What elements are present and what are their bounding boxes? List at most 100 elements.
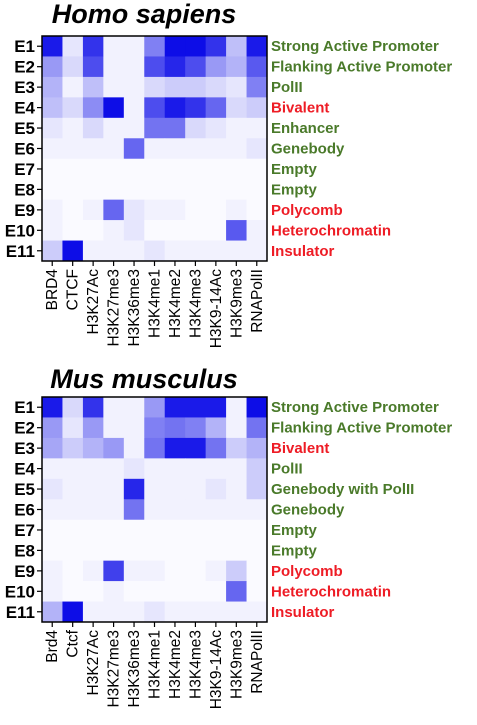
heatmap-cell [246, 117, 268, 139]
heatmap-cell [123, 601, 145, 623]
heatmap-cell [144, 458, 166, 480]
heatmap-cell [144, 540, 166, 562]
heatmap-cell [205, 478, 227, 500]
heatmap-cell [185, 437, 207, 459]
heatmap-cell [103, 581, 125, 602]
heatmap-cell [42, 36, 63, 57]
heatmap-cell [123, 540, 145, 562]
heatmap-cell [123, 581, 145, 602]
heatmap-cell [103, 458, 125, 480]
column-label: H3K9-14Ac [208, 269, 225, 349]
heatmap-cell [62, 397, 84, 418]
heatmap-cell [42, 601, 63, 623]
heatmap-cell [205, 581, 227, 602]
heatmap-cell [246, 199, 268, 221]
column-label: H3K27Ac [85, 630, 102, 696]
heatmap-cell [103, 478, 125, 500]
row-label: E9 [14, 562, 35, 581]
heatmap-cell [185, 179, 207, 201]
heatmap-cell [246, 240, 268, 262]
heatmap-cell [164, 397, 186, 418]
heatmap-cell [123, 220, 145, 241]
row-label: E10 [5, 582, 35, 601]
heatmap-cell [164, 36, 186, 57]
heatmap-cell [164, 458, 186, 480]
heatmap-cell [246, 540, 268, 562]
heatmap-cell [82, 179, 104, 201]
heatmap-cell [144, 138, 166, 160]
heatmap-cell [185, 499, 207, 521]
heatmap-cell [164, 581, 186, 602]
column-label: H3K4me3 [187, 269, 204, 338]
heatmap-cell [103, 220, 125, 241]
heatmap-cell [42, 138, 63, 160]
heatmap-cell [42, 397, 63, 418]
row-label: E11 [6, 242, 35, 261]
heatmap-cell [205, 220, 227, 241]
column-label: RNAPolII [249, 269, 266, 333]
heatmap-cell [246, 458, 268, 480]
heatmap-cell [62, 97, 84, 119]
heatmap-cell [205, 458, 227, 480]
heatmap-cell [205, 417, 227, 439]
heatmap-cell [42, 220, 63, 241]
heatmap-cell [103, 397, 125, 418]
state-label: Bivalent [271, 440, 329, 457]
state-label: Genebody [271, 141, 345, 158]
row-label: E7 [14, 160, 35, 179]
heatmap-cell [103, 36, 125, 57]
heatmap-cell [185, 138, 207, 160]
heatmap-cell [164, 240, 186, 262]
heatmap-cell [246, 56, 268, 78]
heatmap-cell [62, 220, 84, 241]
row-label: E4 [14, 99, 35, 118]
heatmap-cell [164, 601, 186, 623]
heatmap-cell [144, 158, 166, 180]
heatmap-cell [144, 437, 166, 459]
heatmap-cell [246, 581, 268, 602]
heatmap-cell [82, 220, 104, 241]
heatmap-cell [226, 138, 247, 160]
heatmap-cell [62, 179, 84, 201]
heatmap-cell [82, 458, 104, 480]
row-label: E3 [14, 439, 35, 458]
column-label: H3K27me3 [106, 630, 123, 708]
heatmap-cell [226, 76, 247, 98]
heatmap-cell [42, 519, 63, 541]
heatmap-cell [103, 540, 125, 562]
heatmap-cell [82, 478, 104, 500]
heatmap-cell [246, 560, 268, 582]
heatmap-cell [103, 76, 125, 98]
heatmap-cell [42, 499, 63, 521]
heatmap-cell [144, 560, 166, 582]
heatmap-cell [226, 601, 247, 623]
heatmap-cell [123, 560, 145, 582]
heatmap-cell [246, 158, 268, 180]
heatmap-cell [246, 36, 268, 57]
column-label: RNAPolII [249, 630, 266, 694]
state-label: Polycomb [271, 202, 343, 219]
heatmap-cell [42, 199, 63, 221]
heatmap-cell [144, 397, 166, 418]
heatmap-cell [42, 179, 63, 201]
heatmap-cell [62, 519, 84, 541]
heatmap-cell [246, 478, 268, 500]
heatmap-cell [185, 560, 207, 582]
heatmap-cell [164, 220, 186, 241]
heatmap-cell [123, 437, 145, 459]
heatmap-cell [246, 179, 268, 201]
state-label: Flanking Active Promoter [271, 59, 452, 76]
heatmap-cell [226, 560, 247, 582]
heatmap-cell [185, 76, 207, 98]
heatmap-cell [246, 397, 268, 418]
heatmap-cell [185, 417, 207, 439]
column-label: H3K4me3 [187, 630, 204, 699]
heatmap-cell [123, 240, 145, 262]
state-label: PolII [271, 461, 303, 478]
heatmap-cell [144, 478, 166, 500]
panel-title: Mus musculus [50, 364, 238, 394]
heatmap-cell [164, 56, 186, 78]
column-label: H3K36me3 [126, 630, 143, 708]
state-label: Insulator [271, 604, 335, 621]
